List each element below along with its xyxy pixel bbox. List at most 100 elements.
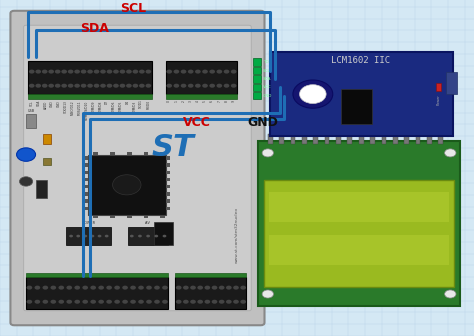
Bar (382, 134, 386, 144)
Bar (166, 94, 237, 99)
Bar (154, 222, 173, 245)
Bar (166, 163, 170, 167)
Circle shape (98, 286, 104, 290)
Circle shape (188, 70, 193, 74)
Circle shape (35, 300, 40, 304)
Text: SCL: SCL (30, 100, 34, 106)
Circle shape (61, 84, 67, 88)
Bar (160, 152, 165, 155)
Circle shape (74, 286, 80, 290)
Bar (93, 216, 98, 218)
Bar (43, 134, 51, 144)
Text: GND: GND (247, 116, 279, 129)
Bar (84, 200, 88, 203)
Circle shape (217, 84, 222, 88)
Text: RX/D0: RX/D0 (146, 100, 150, 110)
Bar (127, 152, 131, 155)
Circle shape (114, 300, 120, 304)
Bar (347, 134, 352, 144)
Circle shape (173, 70, 179, 74)
Bar (166, 192, 170, 196)
Circle shape (146, 300, 152, 304)
Text: USB: USB (27, 109, 35, 113)
Bar (166, 171, 170, 174)
Circle shape (155, 235, 158, 238)
Text: LCM1602 IIC: LCM1602 IIC (331, 56, 390, 65)
Circle shape (113, 175, 141, 195)
Circle shape (197, 300, 203, 304)
Circle shape (113, 84, 119, 88)
Circle shape (190, 286, 196, 290)
Bar (84, 207, 88, 210)
Text: SDA: SDA (263, 77, 272, 81)
Bar (302, 134, 307, 144)
Circle shape (42, 70, 47, 74)
Circle shape (138, 235, 142, 238)
Text: SCL: SCL (119, 2, 146, 15)
Circle shape (233, 300, 239, 304)
Bar (269, 192, 449, 222)
Circle shape (42, 84, 47, 88)
Circle shape (212, 300, 218, 304)
Circle shape (139, 70, 145, 74)
Circle shape (146, 70, 151, 74)
Circle shape (219, 300, 225, 304)
Bar (341, 89, 372, 124)
Circle shape (50, 300, 56, 304)
Bar (166, 185, 170, 188)
Circle shape (204, 300, 210, 304)
Circle shape (113, 70, 119, 74)
Circle shape (219, 286, 225, 290)
Circle shape (82, 286, 88, 290)
Text: 6: 6 (210, 100, 214, 102)
Text: PWM/D8: PWM/D8 (98, 100, 102, 113)
Circle shape (27, 286, 32, 290)
Bar (84, 156, 88, 160)
Text: MISO/D12: MISO/D12 (71, 100, 75, 115)
Bar (84, 185, 88, 188)
Circle shape (212, 286, 218, 290)
Circle shape (55, 84, 61, 88)
Circle shape (106, 300, 112, 304)
Circle shape (130, 300, 136, 304)
Bar (84, 178, 88, 181)
Text: VCC: VCC (183, 116, 210, 129)
Bar (336, 134, 341, 144)
Circle shape (58, 286, 64, 290)
Circle shape (105, 235, 109, 238)
Circle shape (76, 235, 80, 238)
Text: 9: 9 (232, 100, 236, 102)
Text: PWM/D3: PWM/D3 (133, 100, 137, 113)
Bar (253, 67, 261, 74)
Text: POWER: POWER (82, 221, 95, 225)
Bar (359, 134, 364, 144)
Bar (253, 92, 261, 99)
Bar (446, 72, 457, 94)
Circle shape (173, 84, 179, 88)
Text: D7: D7 (105, 100, 109, 104)
Bar (127, 216, 131, 218)
Bar (325, 134, 329, 144)
Text: TX/D1: TX/D1 (139, 100, 144, 109)
Circle shape (445, 290, 456, 298)
Circle shape (81, 84, 86, 88)
Circle shape (190, 300, 196, 304)
Bar (84, 171, 88, 174)
Text: Power: Power (437, 94, 440, 105)
Text: 1: 1 (174, 100, 178, 102)
Text: PWM/D6: PWM/D6 (112, 100, 116, 113)
Circle shape (162, 286, 168, 290)
Circle shape (17, 148, 36, 161)
Text: 3: 3 (189, 100, 193, 102)
Bar (269, 235, 449, 265)
Bar (43, 158, 51, 165)
Text: SCK/D13: SCK/D13 (64, 100, 68, 113)
Circle shape (154, 286, 160, 290)
Circle shape (197, 286, 203, 290)
Bar (166, 60, 237, 94)
Circle shape (48, 84, 54, 88)
Circle shape (293, 80, 333, 108)
Circle shape (130, 286, 136, 290)
Text: SDA: SDA (36, 100, 41, 107)
Circle shape (146, 286, 152, 290)
